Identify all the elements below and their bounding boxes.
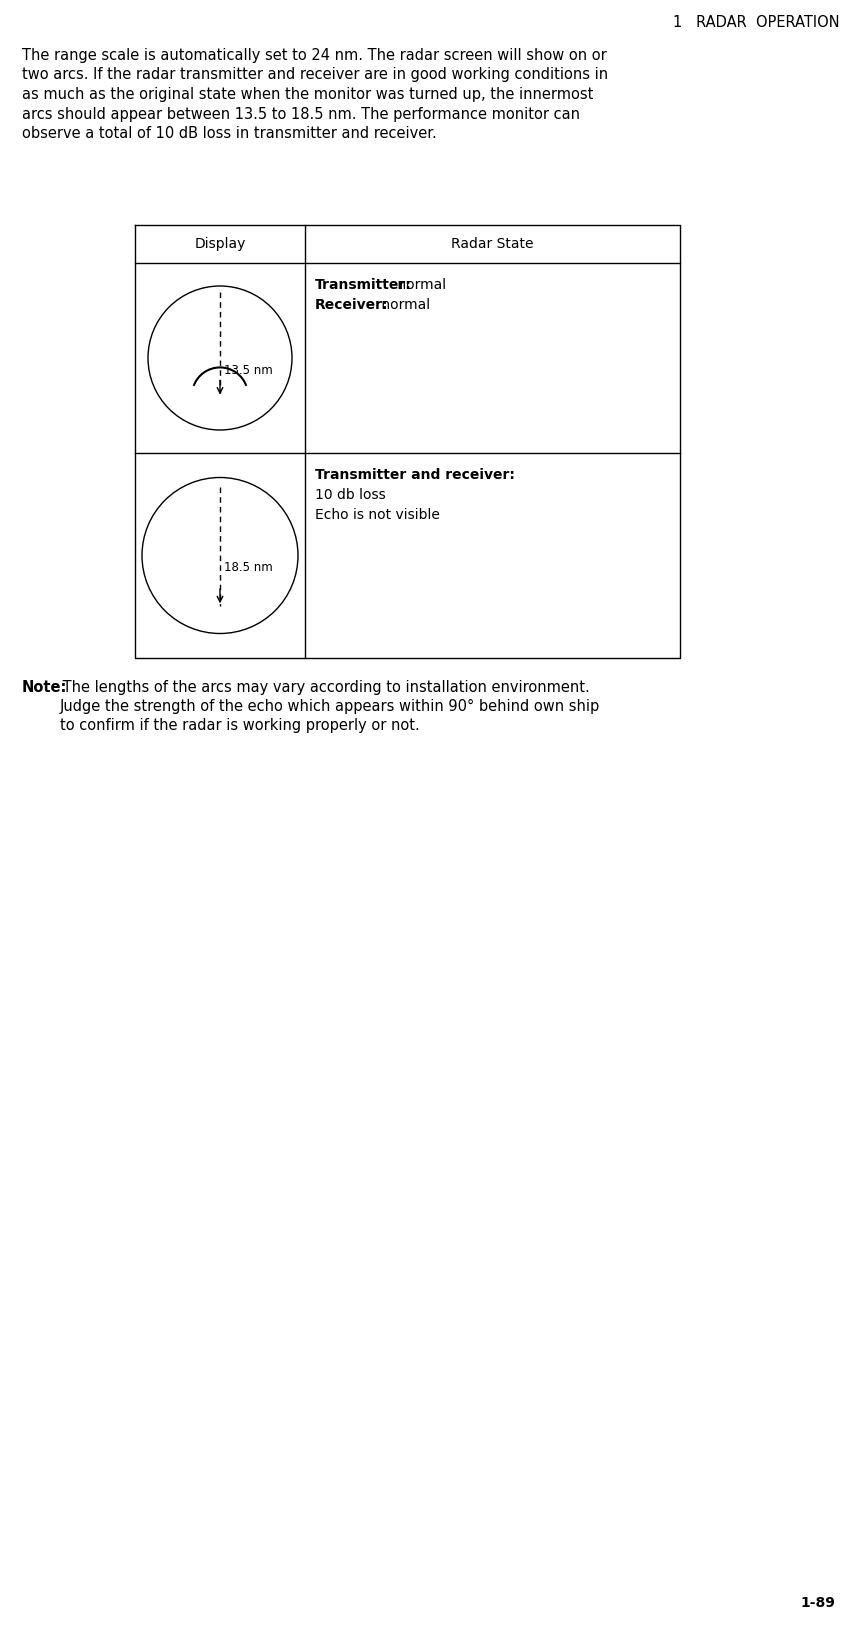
Text: 18.5 nm: 18.5 nm: [224, 561, 273, 574]
Text: arcs should appear between 13.5 to 18.5 nm. The performance monitor can: arcs should appear between 13.5 to 18.5 …: [22, 106, 580, 121]
Text: The lengths of the arcs may vary according to installation environment.: The lengths of the arcs may vary accordi…: [58, 681, 590, 695]
Text: to confirm if the radar is working properly or not.: to confirm if the radar is working prope…: [60, 718, 420, 733]
Text: Display: Display: [194, 237, 245, 251]
Text: Transmitter:: Transmitter:: [315, 277, 412, 292]
Text: normal: normal: [393, 277, 446, 292]
Text: Radar State: Radar State: [451, 237, 534, 251]
Text: The range scale is automatically set to 24 nm. The radar screen will show on or: The range scale is automatically set to …: [22, 47, 607, 64]
Text: 1   RADAR  OPERATION: 1 RADAR OPERATION: [674, 15, 840, 29]
Text: 13.5 nm: 13.5 nm: [224, 364, 273, 377]
Text: observe a total of 10 dB loss in transmitter and receiver.: observe a total of 10 dB loss in transmi…: [22, 126, 437, 140]
Text: Note:: Note:: [22, 681, 68, 695]
Text: Echo is not visible: Echo is not visible: [315, 508, 439, 522]
Text: as much as the original state when the monitor was turned up, the innermost: as much as the original state when the m…: [22, 86, 593, 101]
Text: 1-89: 1-89: [800, 1596, 835, 1611]
Text: Judge the strength of the echo which appears within 90° behind own ship: Judge the strength of the echo which app…: [60, 698, 600, 715]
Text: two arcs. If the radar transmitter and receiver are in good working conditions i: two arcs. If the radar transmitter and r…: [22, 67, 608, 83]
Text: Receiver:: Receiver:: [315, 299, 388, 312]
Text: 10 db loss: 10 db loss: [315, 488, 386, 503]
Text: Transmitter and receiver:: Transmitter and receiver:: [315, 468, 515, 481]
Text: normal: normal: [377, 299, 430, 312]
